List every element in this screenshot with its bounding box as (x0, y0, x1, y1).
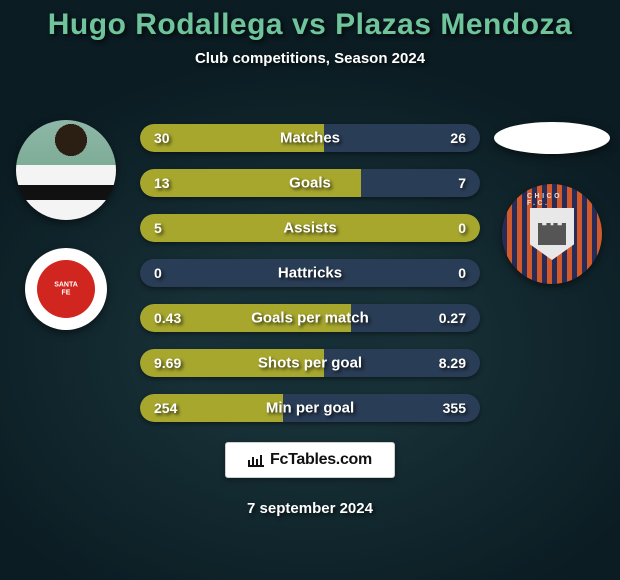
stat-row: 9.69 Shots per goal 8.29 (140, 349, 480, 377)
stat-left-value: 5 (140, 220, 210, 236)
right-club-badge: CHICO F.C. (502, 184, 602, 284)
stat-label: Goals (289, 175, 331, 192)
stat-right-value: 7 (410, 175, 480, 191)
castle-icon (538, 223, 566, 245)
stat-right-value: 8.29 (410, 355, 480, 371)
right-player-photo (494, 122, 610, 154)
stat-label: Goals per match (251, 310, 369, 327)
stat-row: 0 Hattricks 0 (140, 259, 480, 287)
stat-right-value: 0 (410, 220, 480, 236)
stat-row: 0.43 Goals per match 0.27 (140, 304, 480, 332)
stat-right-value: 355 (410, 400, 480, 416)
left-club-badge: SANTA FE (25, 248, 107, 330)
brand-card[interactable]: FcTables.com (225, 442, 395, 478)
stat-left-value: 0 (140, 265, 210, 281)
stat-row: 13 Goals 7 (140, 169, 480, 197)
brand-text: FcTables.com (270, 451, 372, 469)
stat-left-value: 0.43 (140, 310, 210, 326)
chart-icon (248, 453, 264, 467)
page-title: Hugo Rodallega vs Plazas Mendoza (0, 0, 620, 42)
stats-list: 30Matches2613Goals75Assists00Hattricks00… (140, 124, 480, 422)
stat-label: Matches (280, 130, 340, 147)
right-club-badge-text: CHICO F.C. (527, 193, 577, 207)
stat-row: 5 Assists 0 (140, 214, 480, 242)
stat-left-value: 254 (140, 400, 210, 416)
subtitle: Club competitions, Season 2024 (0, 50, 620, 67)
left-player-column: SANTA FE (6, 120, 126, 330)
left-club-badge-text: SANTA FE (54, 281, 78, 296)
stat-right-value: 0 (410, 265, 480, 281)
stat-label: Hattricks (278, 265, 342, 282)
stat-right-value: 0.27 (410, 310, 480, 326)
stat-row: 254 Min per goal 355 (140, 394, 480, 422)
right-player-column: CHICO F.C. (492, 122, 612, 284)
stat-label: Assists (283, 220, 336, 237)
stat-row: 30 Matches 26 (140, 124, 480, 152)
date-text: 7 september 2024 (247, 500, 373, 517)
stat-left-value: 30 (140, 130, 210, 146)
stat-right-value: 26 (410, 130, 480, 146)
stat-left-value: 13 (140, 175, 210, 191)
stat-label: Shots per goal (258, 355, 362, 372)
left-player-photo (16, 120, 116, 220)
stat-label: Min per goal (266, 400, 354, 417)
stat-left-value: 9.69 (140, 355, 210, 371)
